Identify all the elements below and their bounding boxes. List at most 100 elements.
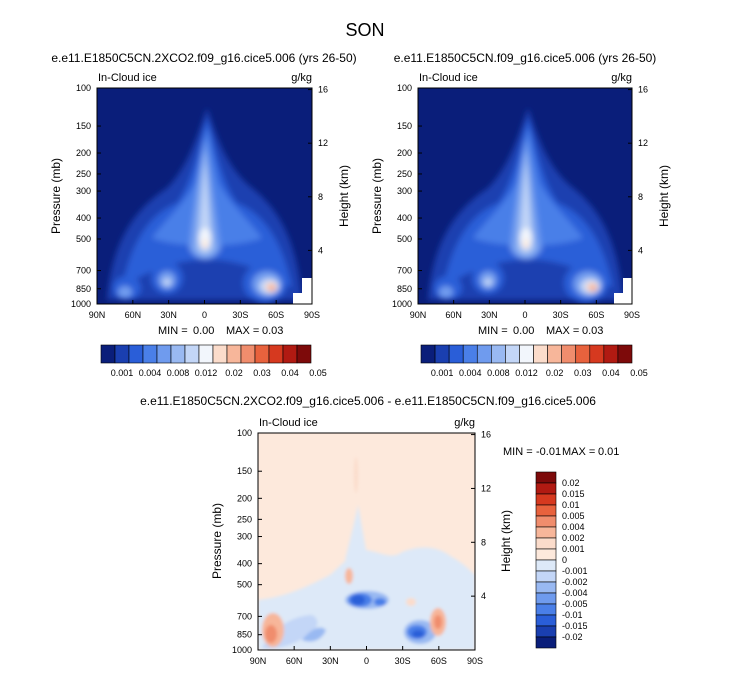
colorbar-swatch: [519, 344, 534, 364]
x-tick-label: 60N: [125, 310, 142, 320]
y-tick-label: 700: [76, 266, 91, 276]
colorbar-swatch: [535, 504, 557, 517]
panel-b: e.e11.E1850C5CN.f09_g16.cice5.006 (yrs 2…: [370, 51, 671, 378]
x-tick-label: 30S: [553, 310, 569, 320]
panel-b-min-value: 0.00: [513, 325, 534, 337]
colorbar-swatch: [535, 636, 557, 649]
colorbar-swatch: [603, 344, 619, 364]
panel-b-colorbar: 0.001 0.004 0.008 0.012 0.02 0.03 0.04 0.05: [420, 344, 648, 378]
colorbar-swatch: [226, 344, 242, 364]
colorbar-label: 0.02: [562, 478, 580, 488]
y-tick-label: 500: [76, 234, 91, 244]
colorbar-swatch: [535, 581, 557, 594]
colorbar-swatch: [420, 344, 436, 364]
colorbar-swatch: [535, 526, 557, 539]
y-tick-label: 300: [76, 186, 91, 196]
y-tick-label: 400: [237, 559, 252, 569]
panel-b-title: e.e11.E1850C5CN.f09_g16.cice5.006 (yrs 2…: [394, 51, 657, 65]
x-tick-label: 30N: [481, 310, 498, 320]
x-tick-label: 90S: [624, 310, 640, 320]
panel-b-max-label: MAX =: [546, 325, 579, 337]
panel-b-x-axis: 90N 60N 30N 0 30S 60S 90S: [410, 300, 640, 320]
colorbar-swatch: [535, 603, 557, 616]
y2-tick-label: 12: [638, 138, 648, 148]
panel-b-y2-axis: 16 12 8 4: [628, 85, 648, 255]
y-tick-label: 1000: [392, 299, 412, 309]
colorbar-swatch: [535, 614, 557, 627]
panel-a-y2-axis: 16 12 8 4: [308, 85, 328, 255]
colorbar-swatch: [535, 548, 557, 561]
colorbar-label: -0.002: [562, 577, 588, 587]
x-tick-label: 90S: [467, 656, 483, 666]
y2-tick-label: 12: [318, 138, 328, 148]
y-tick-label: 200: [237, 493, 252, 503]
colorbar-swatch: [212, 344, 228, 364]
colorbar-label: 0.008: [487, 368, 510, 378]
panel-b-units: g/kg: [611, 72, 632, 84]
colorbar-swatch: [535, 515, 557, 528]
y2-tick-label: 16: [481, 430, 491, 440]
colorbar-label: 0.004: [459, 368, 482, 378]
colorbar-label: -0.004: [562, 588, 588, 598]
x-tick-label: 30S: [395, 656, 411, 666]
y-tick-label: 500: [237, 580, 252, 590]
y-tick-label: 100: [397, 83, 412, 93]
colorbar-swatch: [114, 344, 130, 364]
panel-c-max-label: MAX =: [562, 446, 595, 458]
colorbar-label: 0.001: [431, 368, 454, 378]
colorbar-swatch: [462, 344, 478, 364]
y-tick-label: 850: [397, 284, 412, 294]
panel-b-ylabel: Pressure (mb): [370, 158, 384, 234]
panel-b-y2label: Height (km): [657, 165, 671, 227]
colorbar-swatch: [100, 344, 116, 364]
colorbar-label: 0.004: [139, 368, 162, 378]
colorbar-swatch: [254, 344, 270, 364]
panel-c-colorbar: 0.020.0150.010.0050.0040.0020.0010-0.001…: [535, 471, 588, 649]
panel-a-ylabel: Pressure (mb): [49, 158, 63, 234]
colorbar-swatch: [535, 471, 557, 484]
colorbar-label: 0.008: [167, 368, 190, 378]
y-tick-label: 200: [397, 148, 412, 158]
colorbar-swatch: [535, 570, 557, 583]
colorbar-label: 0.04: [602, 368, 620, 378]
panel-b-field: [418, 88, 633, 304]
x-tick-label: 60S: [268, 310, 284, 320]
x-tick-label: 30N: [322, 656, 339, 666]
x-tick-label: 60S: [431, 656, 447, 666]
panel-c-y2label: Height (km): [499, 510, 513, 572]
colorbar-swatch: [184, 344, 200, 364]
colorbar-swatch: [268, 344, 284, 364]
y2-tick-label: 8: [481, 537, 486, 547]
y-tick-label: 500: [397, 234, 412, 244]
x-tick-label: 90N: [410, 310, 427, 320]
panel-c-x-axis: 90N 60N 30N 0 30S 60S 90S: [250, 646, 483, 666]
y2-tick-label: 16: [638, 85, 648, 95]
panel-a-colorbar: 0.001 0.004 0.008 0.012 0.02 0.03 0.04 0.05: [100, 344, 327, 378]
panel-c-max-value: 0.01: [598, 446, 619, 458]
colorbar-label: 0.001: [562, 544, 585, 554]
page-title: SON: [345, 20, 384, 40]
colorbar-label: 0.004: [562, 522, 585, 532]
colorbar-swatch: [535, 592, 557, 605]
x-tick-label: 0: [522, 310, 527, 320]
panel-c-units: g/kg: [454, 417, 475, 429]
panel-a-field: [97, 88, 312, 304]
colorbar-swatch: [535, 625, 557, 638]
y-tick-label: 1000: [232, 645, 252, 655]
x-tick-label: 90S: [304, 310, 320, 320]
y2-tick-label: 8: [638, 192, 643, 202]
panel-a-y-axis: 100 150 200 250 300 400 500 700 850 1000: [71, 83, 101, 309]
colorbar-swatch: [617, 344, 633, 364]
y-tick-label: 250: [76, 169, 91, 179]
y-tick-label: 300: [237, 532, 252, 542]
colorbar-swatch: [547, 344, 562, 364]
colorbar-label: 0.012: [195, 368, 218, 378]
panel-b-min-label: MIN =: [478, 325, 508, 337]
y2-tick-label: 4: [638, 245, 643, 255]
panel-c-field: [258, 433, 475, 650]
colorbar-label: 0.01: [562, 500, 580, 510]
colorbar-label: 0.015: [562, 489, 585, 499]
x-tick-label: 90N: [250, 656, 267, 666]
y-tick-label: 150: [397, 121, 412, 131]
